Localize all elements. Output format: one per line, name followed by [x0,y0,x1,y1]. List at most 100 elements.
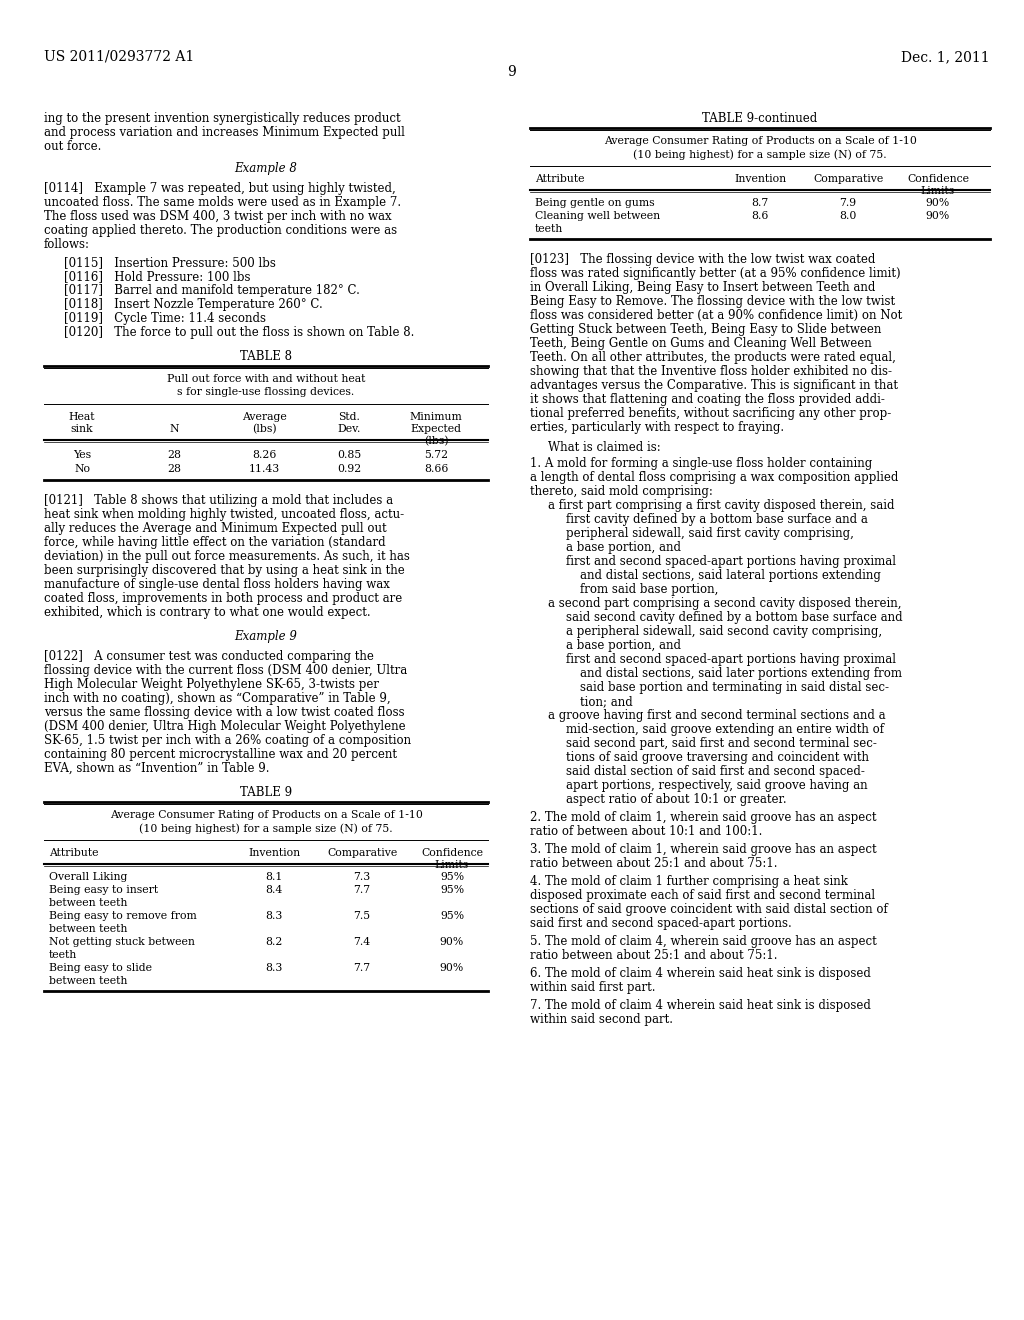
Text: Example 9: Example 9 [234,630,297,643]
Text: Invention: Invention [248,847,300,858]
Text: 7.7: 7.7 [353,964,371,973]
Text: 4. The mold of claim 1 further comprising a heat sink: 4. The mold of claim 1 further comprisin… [530,875,848,888]
Text: sections of said groove coincident with said distal section of: sections of said groove coincident with … [530,903,888,916]
Text: [0117]   Barrel and manifold temperature 182° C.: [0117] Barrel and manifold temperature 1… [63,284,359,297]
Text: s for single-use flossing devices.: s for single-use flossing devices. [177,387,354,397]
Text: said second cavity defined by a bottom base surface and: said second cavity defined by a bottom b… [566,611,902,624]
Text: Dec. 1, 2011: Dec. 1, 2011 [901,50,990,63]
Text: Comparative: Comparative [327,847,397,858]
Text: sink: sink [71,424,93,434]
Text: in Overall Liking, Being Easy to Insert between Teeth and: in Overall Liking, Being Easy to Insert … [530,281,876,294]
Text: between teeth: between teeth [49,898,127,908]
Text: said distal section of said first and second spaced-: said distal section of said first and se… [566,766,865,777]
Text: Confidence: Confidence [421,847,483,858]
Text: 8.3: 8.3 [265,964,283,973]
Text: (10 being highest) for a sample size (N) of 75.: (10 being highest) for a sample size (N)… [139,822,393,833]
Text: tional preferred benefits, without sacrificing any other prop-: tional preferred benefits, without sacri… [530,407,891,420]
Text: Invention: Invention [734,174,786,183]
Text: erties, particularly with respect to fraying.: erties, particularly with respect to fra… [530,421,784,434]
Text: 1. A mold for forming a single-use floss holder containing: 1. A mold for forming a single-use floss… [530,457,872,470]
Text: EVA, shown as “Invention” in Table 9.: EVA, shown as “Invention” in Table 9. [44,762,269,775]
Text: and process variation and increases Minimum Expected pull: and process variation and increases Mini… [44,125,404,139]
Text: TABLE 9: TABLE 9 [240,785,292,799]
Text: first and second spaced-apart portions having proximal: first and second spaced-apart portions h… [566,653,896,667]
Text: Average Consumer Rating of Products on a Scale of 1-10: Average Consumer Rating of Products on a… [603,136,916,147]
Text: ratio between about 25:1 and about 75:1.: ratio between about 25:1 and about 75:1. [530,857,777,870]
Text: [0121]   Table 8 shows that utilizing a mold that includes a: [0121] Table 8 shows that utilizing a mo… [44,494,393,507]
Text: [0123]   The flossing device with the low twist wax coated: [0123] The flossing device with the low … [530,253,876,267]
Text: out force.: out force. [44,140,101,153]
Text: mid-section, said groove extending an entire width of: mid-section, said groove extending an en… [566,723,884,737]
Text: 5.72: 5.72 [424,450,449,459]
Text: [0120]   The force to pull out the floss is shown on Table 8.: [0120] The force to pull out the floss i… [63,326,415,339]
Text: [0122]   A consumer test was conducted comparing the: [0122] A consumer test was conducted com… [44,649,374,663]
Text: 3. The mold of claim 1, wherein said groove has an aspect: 3. The mold of claim 1, wherein said gro… [530,843,877,855]
Text: heat sink when molding highly twisted, uncoated floss, actu-: heat sink when molding highly twisted, u… [44,508,404,521]
Text: 7.7: 7.7 [353,884,371,895]
Text: No: No [74,465,90,474]
Text: (lbs): (lbs) [252,424,276,434]
Text: flossing device with the current floss (DSM 400 denier, Ultra: flossing device with the current floss (… [44,664,408,677]
Text: a length of dental floss comprising a wax composition applied: a length of dental floss comprising a wa… [530,471,898,484]
Text: uncoated floss. The same molds were used as in Example 7.: uncoated floss. The same molds were used… [44,195,401,209]
Text: 6. The mold of claim 4 wherein said heat sink is disposed: 6. The mold of claim 4 wherein said heat… [530,968,870,979]
Text: (DSM 400 denier, Ultra High Molecular Weight Polyethylene: (DSM 400 denier, Ultra High Molecular We… [44,719,406,733]
Text: 5. The mold of claim 4, wherein said groove has an aspect: 5. The mold of claim 4, wherein said gro… [530,935,877,948]
Text: a peripheral sidewall, said second cavity comprising,: a peripheral sidewall, said second cavit… [566,624,882,638]
Text: ratio of between about 10:1 and 100:1.: ratio of between about 10:1 and 100:1. [530,825,763,838]
Text: disposed proximate each of said first and second terminal: disposed proximate each of said first an… [530,888,876,902]
Text: Getting Stuck between Teeth, Being Easy to Slide between: Getting Stuck between Teeth, Being Easy … [530,323,882,337]
Text: 95%: 95% [440,873,464,882]
Text: [0115]   Insertion Pressure: 500 lbs: [0115] Insertion Pressure: 500 lbs [63,256,275,269]
Text: inch with no coating), shown as “Comparative” in Table 9,: inch with no coating), shown as “Compara… [44,692,390,705]
Text: [0114]   Example 7 was repeated, but using highly twisted,: [0114] Example 7 was repeated, but using… [44,182,395,195]
Text: said second part, said first and second terminal sec-: said second part, said first and second … [566,737,877,750]
Text: between teeth: between teeth [49,975,127,986]
Text: Dev.: Dev. [337,424,360,434]
Text: Confidence: Confidence [907,174,969,183]
Text: showing that that the Inventive floss holder exhibited no dis-: showing that that the Inventive floss ho… [530,366,892,378]
Text: within said first part.: within said first part. [530,981,655,994]
Text: deviation) in the pull out force measurements. As such, it has: deviation) in the pull out force measure… [44,550,410,564]
Text: [0118]   Insert Nozzle Temperature 260° C.: [0118] Insert Nozzle Temperature 260° C. [63,298,323,312]
Text: force, while having little effect on the variation (standard: force, while having little effect on the… [44,536,386,549]
Text: manufacture of single-use dental floss holders having wax: manufacture of single-use dental floss h… [44,578,390,591]
Text: been surprisingly discovered that by using a heat sink in the: been surprisingly discovered that by usi… [44,564,404,577]
Text: Yes: Yes [73,450,91,459]
Text: follows:: follows: [44,238,90,251]
Text: 11.43: 11.43 [249,465,280,474]
Text: (lbs): (lbs) [424,436,449,446]
Text: Example 8: Example 8 [234,162,297,176]
Text: and distal sections, said lateral portions extending: and distal sections, said lateral portio… [580,569,881,582]
Text: coated floss, improvements in both process and product are: coated floss, improvements in both proce… [44,591,402,605]
Text: a first part comprising a first cavity disposed therein, said: a first part comprising a first cavity d… [548,499,895,512]
Text: SK-65, 1.5 twist per inch with a 26% coating of a composition: SK-65, 1.5 twist per inch with a 26% coa… [44,734,411,747]
Text: advantages versus the Comparative. This is significant in that: advantages versus the Comparative. This … [530,379,898,392]
Text: floss was considered better (at a 90% confidence limit) on Not: floss was considered better (at a 90% co… [530,309,902,322]
Text: Average Consumer Rating of Products on a Scale of 1-10: Average Consumer Rating of Products on a… [110,810,423,820]
Text: Expected: Expected [411,424,462,434]
Text: 90%: 90% [926,198,950,209]
Text: first cavity defined by a bottom base surface and a: first cavity defined by a bottom base su… [566,513,868,525]
Text: exhibited, which is contrary to what one would expect.: exhibited, which is contrary to what one… [44,606,371,619]
Text: said base portion and terminating in said distal sec-: said base portion and terminating in sai… [580,681,889,694]
Text: and distal sections, said later portions extending from: and distal sections, said later portions… [580,667,902,680]
Text: 7.3: 7.3 [353,873,371,882]
Text: 90%: 90% [440,937,464,946]
Text: from said base portion,: from said base portion, [580,583,719,597]
Text: 8.7: 8.7 [752,198,769,209]
Text: Attribute: Attribute [535,174,585,183]
Text: What is claimed is:: What is claimed is: [548,441,660,454]
Text: peripheral sidewall, said first cavity comprising,: peripheral sidewall, said first cavity c… [566,527,854,540]
Text: Being easy to slide: Being easy to slide [49,964,152,973]
Text: 90%: 90% [926,211,950,220]
Text: Being Easy to Remove. The flossing device with the low twist: Being Easy to Remove. The flossing devic… [530,294,895,308]
Text: containing 80 percent microcrystalline wax and 20 percent: containing 80 percent microcrystalline w… [44,748,397,762]
Text: it shows that flattening and coating the floss provided addi-: it shows that flattening and coating the… [530,393,885,407]
Text: 8.0: 8.0 [840,211,857,220]
Text: Limits: Limits [921,186,955,195]
Text: within said second part.: within said second part. [530,1012,673,1026]
Text: Cleaning well between: Cleaning well between [535,211,660,220]
Text: 0.92: 0.92 [337,465,361,474]
Text: 95%: 95% [440,911,464,921]
